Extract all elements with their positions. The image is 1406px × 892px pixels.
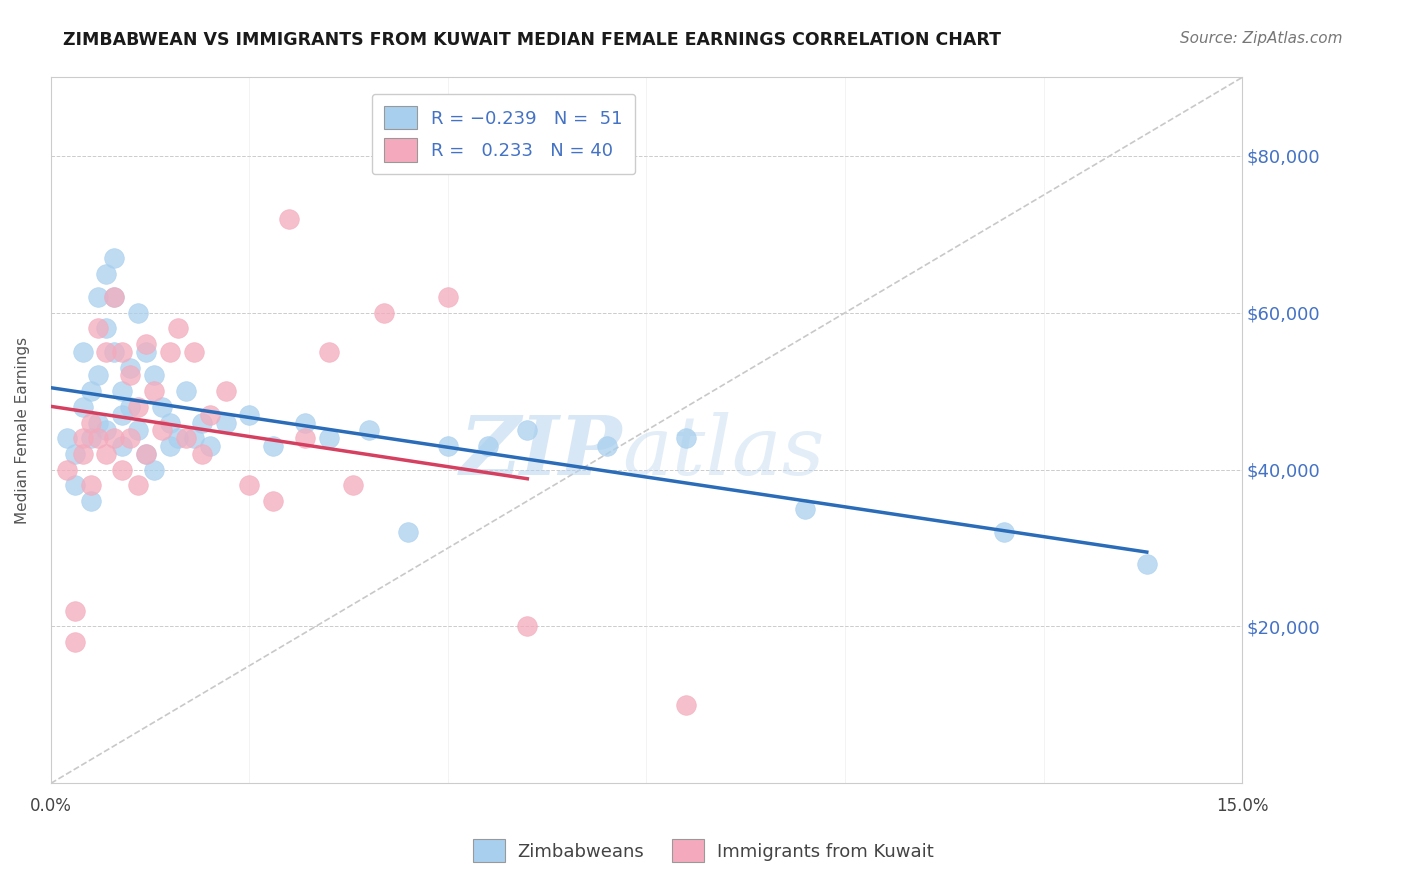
Point [238, 478, 260, 492]
Point [135, 447, 157, 461]
Point [79, 431, 101, 445]
Point [516, 424, 538, 438]
Text: ZIP: ZIP [460, 411, 623, 491]
Text: ZIMBABWEAN VS IMMIGRANTS FROM KUWAIT MEDIAN FEMALE EARNINGS CORRELATION CHART: ZIMBABWEAN VS IMMIGRANTS FROM KUWAIT MED… [63, 31, 1001, 49]
Point [72, 431, 94, 445]
Point [278, 211, 301, 226]
Point [150, 424, 173, 438]
Point [103, 290, 125, 304]
Point [198, 408, 221, 422]
Point [72, 345, 94, 359]
Point [111, 345, 134, 359]
Point [238, 408, 260, 422]
Point [159, 416, 181, 430]
Point [79, 416, 101, 430]
Point [79, 384, 101, 399]
Point [167, 321, 190, 335]
Point [794, 501, 817, 516]
Point [143, 384, 166, 399]
Point [318, 345, 340, 359]
Point [135, 337, 157, 351]
Point [214, 416, 236, 430]
Point [63, 478, 86, 492]
Point [55, 462, 77, 476]
Point [675, 698, 697, 712]
Point [373, 306, 395, 320]
Point [318, 431, 340, 445]
Point [87, 321, 110, 335]
Point [55, 431, 77, 445]
Point [396, 525, 419, 540]
Point [96, 424, 118, 438]
Point [127, 478, 149, 492]
Point [79, 494, 101, 508]
Legend: R = −0.239   N =  51, R =   0.233   N = 40: R = −0.239 N = 51, R = 0.233 N = 40 [371, 94, 636, 174]
Point [143, 368, 166, 383]
Point [111, 462, 134, 476]
Point [87, 368, 110, 383]
Point [167, 431, 190, 445]
Point [72, 400, 94, 414]
Point [120, 360, 142, 375]
Point [103, 345, 125, 359]
Point [198, 439, 221, 453]
Point [120, 400, 142, 414]
Point [159, 439, 181, 453]
Point [294, 416, 316, 430]
Point [183, 431, 205, 445]
Point [516, 619, 538, 633]
Point [135, 345, 157, 359]
Point [63, 604, 86, 618]
Point [127, 424, 149, 438]
Point [79, 478, 101, 492]
Point [96, 321, 118, 335]
Point [214, 384, 236, 399]
Point [103, 251, 125, 265]
Point [96, 267, 118, 281]
Point [127, 306, 149, 320]
Point [993, 525, 1015, 540]
Point [63, 447, 86, 461]
Point [120, 368, 142, 383]
Point [111, 384, 134, 399]
Text: atlas: atlas [623, 411, 825, 491]
Point [342, 478, 364, 492]
Point [596, 439, 619, 453]
Point [174, 431, 197, 445]
Point [190, 416, 212, 430]
Point [437, 290, 460, 304]
Point [174, 384, 197, 399]
Point [190, 447, 212, 461]
Text: Source: ZipAtlas.com: Source: ZipAtlas.com [1180, 31, 1343, 46]
Point [111, 439, 134, 453]
Point [477, 439, 499, 453]
Point [262, 439, 284, 453]
Y-axis label: Median Female Earnings: Median Female Earnings [15, 337, 30, 524]
Point [294, 431, 316, 445]
Point [63, 635, 86, 649]
Point [103, 431, 125, 445]
Point [120, 431, 142, 445]
Point [87, 290, 110, 304]
Point [103, 290, 125, 304]
Point [135, 447, 157, 461]
Point [1136, 557, 1159, 571]
Point [72, 447, 94, 461]
Point [127, 400, 149, 414]
Point [357, 424, 380, 438]
Point [87, 431, 110, 445]
Point [111, 408, 134, 422]
Point [437, 439, 460, 453]
Point [675, 431, 697, 445]
Point [150, 400, 173, 414]
Point [96, 447, 118, 461]
Point [183, 345, 205, 359]
Point [87, 416, 110, 430]
Point [262, 494, 284, 508]
Point [159, 345, 181, 359]
Legend: Zimbabweans, Immigrants from Kuwait: Zimbabweans, Immigrants from Kuwait [465, 832, 941, 870]
Point [143, 462, 166, 476]
Point [96, 345, 118, 359]
